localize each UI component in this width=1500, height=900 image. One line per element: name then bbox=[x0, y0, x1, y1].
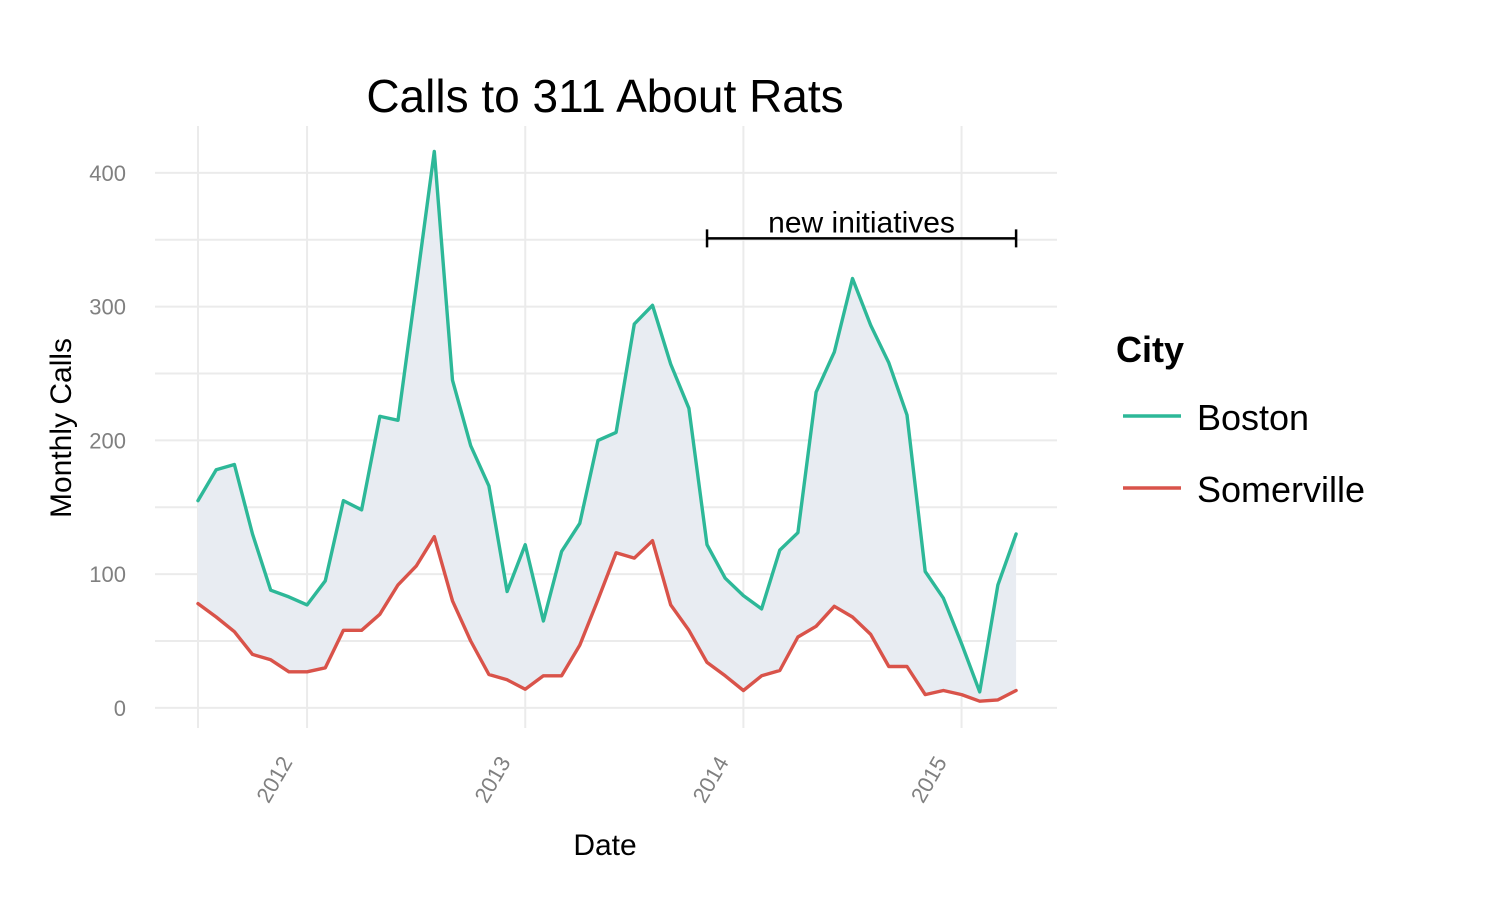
y-axis-title: Monthly Calls bbox=[45, 338, 78, 518]
x-tick-label: 2014 bbox=[688, 752, 734, 807]
y-tick-label: 0 bbox=[114, 696, 126, 721]
legend-title: City bbox=[1116, 329, 1184, 370]
x-axis-title: Date bbox=[573, 829, 636, 862]
series-lines bbox=[196, 149, 1018, 703]
difference-ribbon bbox=[198, 151, 1017, 702]
x-axis-ticks: 2012 2013 2014 2015 bbox=[251, 752, 952, 807]
y-tick-label: 200 bbox=[89, 428, 126, 453]
series-line-boston bbox=[196, 149, 1018, 694]
legend-label-boston: Boston bbox=[1197, 397, 1309, 438]
y-tick-label: 100 bbox=[89, 562, 126, 587]
annotation-label: new initiatives bbox=[768, 206, 955, 239]
y-axis-ticks: 0 100 200 300 400 bbox=[89, 161, 126, 721]
y-tick-label: 300 bbox=[89, 295, 126, 320]
legend-label-somerville: Somerville bbox=[1197, 469, 1365, 510]
y-tick-label: 400 bbox=[89, 161, 126, 186]
legend: City Boston Somerville bbox=[1116, 329, 1365, 510]
annotation: new initiatives bbox=[705, 206, 1018, 248]
chart-title: Calls to 311 About Rats bbox=[366, 70, 843, 122]
x-tick-label: 2012 bbox=[251, 752, 297, 807]
x-tick-label: 2013 bbox=[469, 752, 515, 807]
x-tick-label: 2015 bbox=[906, 752, 952, 807]
series-line-somerville bbox=[196, 535, 1018, 703]
